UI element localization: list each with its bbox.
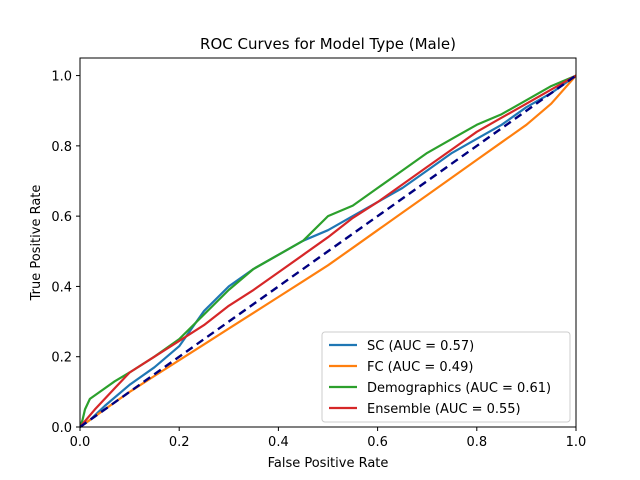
x-tick-label: 0.0 [70,435,91,450]
y-axis-ticks: 0.0 0.2 0.4 0.6 0.8 1.0 [51,70,80,436]
legend-entry: Ensemble (AUC = 0.55) [367,402,521,417]
x-axis-label: False Positive Rate [268,456,389,471]
x-tick-label: 0.4 [268,435,289,450]
x-tick-label: 0.8 [466,435,487,450]
legend-box [321,331,571,423]
x-tick-label: 1.0 [566,435,587,450]
roc-series-line [80,74,576,427]
legend-entry: FC (AUC = 0.49) [367,360,473,375]
roc-series-line [80,74,576,427]
plot-lines [79,74,577,428]
y-tick-label: 0.2 [51,351,72,366]
y-tick-label: 0.6 [51,210,72,225]
roc-series-line [80,74,576,427]
legend-entry: SC (AUC = 0.57) [367,339,474,354]
y-tick-label: 0.0 [51,421,72,436]
legend-entry: Demographics (AUC = 0.61) [367,381,551,396]
y-tick-label: 0.4 [51,280,72,295]
y-axis-label: True Positive Rate [29,185,44,302]
chance-reference-line [79,74,577,428]
axes-frame [79,57,577,428]
y-tick-label: 1.0 [51,70,72,85]
roc-series-line [80,74,576,427]
x-axis-ticks: 0.0 0.2 0.4 0.6 0.8 1.0 [70,427,587,450]
x-tick-label: 0.6 [367,435,388,450]
y-tick-label: 0.8 [51,140,72,155]
chart-title: ROC Curves for Model Type (Male) [200,35,456,53]
legend: SC (AUC = 0.57) FC (AUC = 0.49) Demographi… [321,331,571,423]
x-tick-label: 0.2 [169,435,190,450]
